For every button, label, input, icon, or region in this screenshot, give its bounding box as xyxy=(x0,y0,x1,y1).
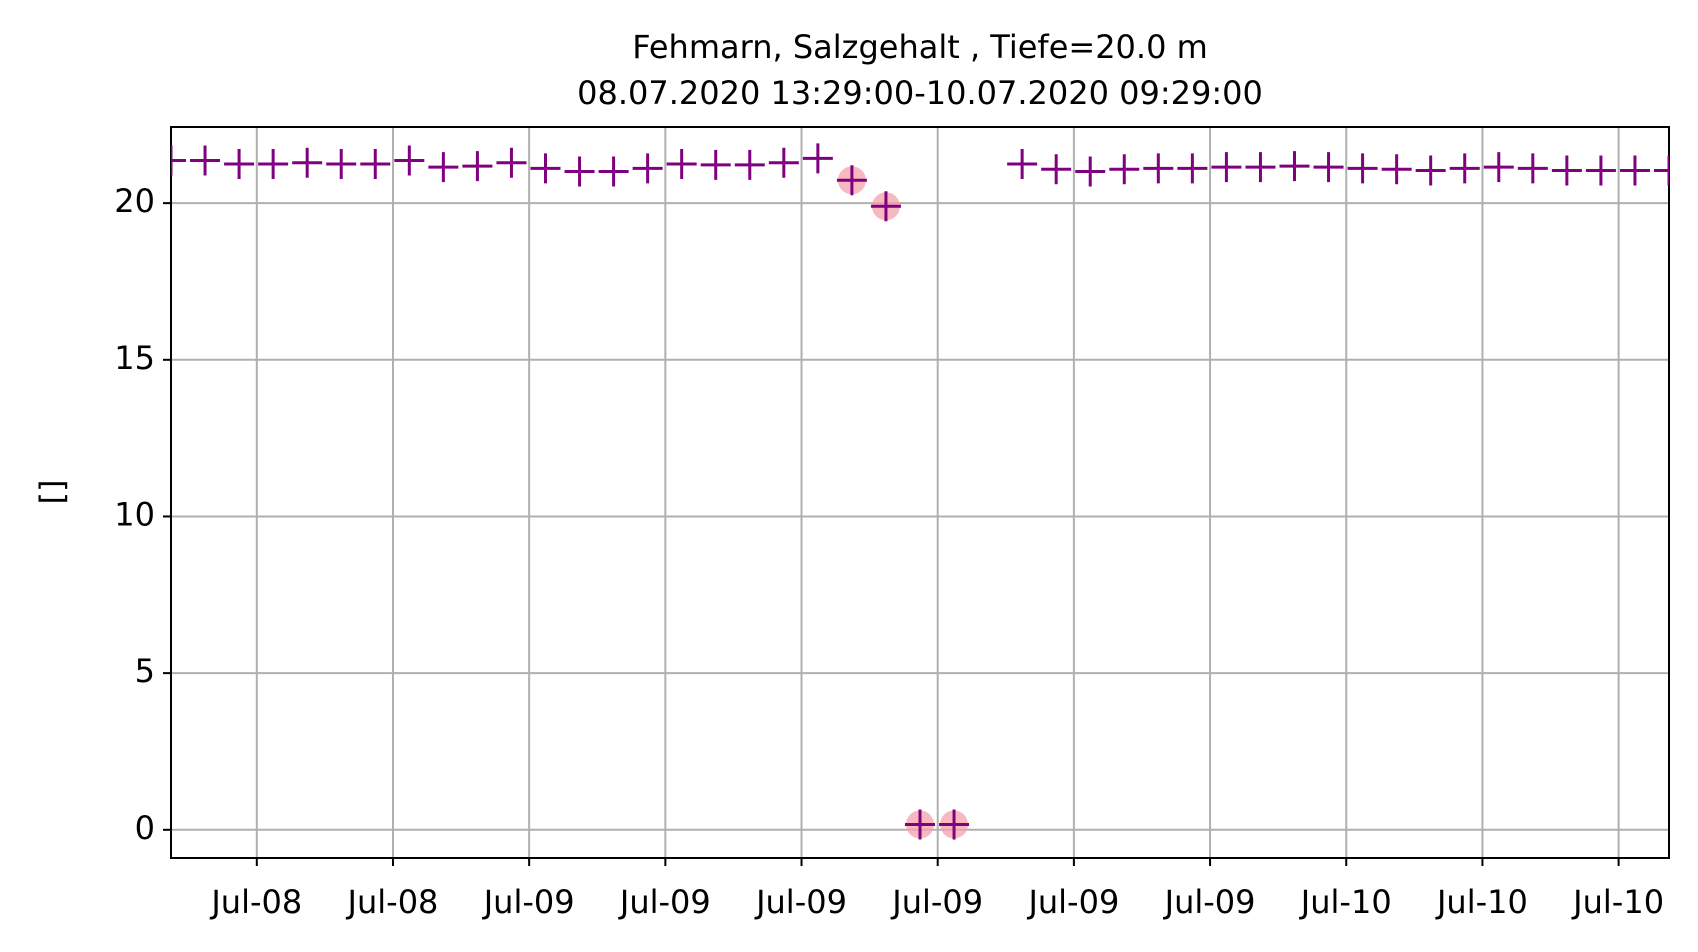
x-tick-label: Jul-09 xyxy=(618,883,711,921)
plus-marker xyxy=(1075,156,1106,187)
plus-marker xyxy=(1313,152,1344,183)
plus-marker xyxy=(1041,154,1072,185)
y-tick-label: 0 xyxy=(135,809,155,847)
plus-marker xyxy=(1654,155,1669,186)
y-tick-label: 5 xyxy=(135,652,155,690)
plus-marker xyxy=(1381,154,1412,185)
plus-marker xyxy=(1279,151,1310,182)
y-tick-label: 20 xyxy=(114,182,155,220)
plus-marker xyxy=(1245,152,1276,183)
plus-marker xyxy=(530,153,561,184)
x-tick-label: Jul-09 xyxy=(482,883,575,921)
plus-marker xyxy=(1007,148,1038,179)
y-tick-label: 10 xyxy=(114,495,155,533)
plus-marker xyxy=(768,147,799,178)
plus-marker xyxy=(496,147,527,178)
x-tick-label: Jul-09 xyxy=(1163,883,1256,921)
x-tick-label: Jul-10 xyxy=(1299,883,1392,921)
x-tick-label: Jul-10 xyxy=(1435,883,1528,921)
x-tick-label: Jul-09 xyxy=(754,883,847,921)
plus-marker xyxy=(564,156,595,187)
plus-marker xyxy=(598,156,629,187)
plus-marker xyxy=(1619,155,1650,186)
plus-marker xyxy=(326,148,357,179)
plus-marker xyxy=(939,809,970,840)
plus-marker xyxy=(1177,153,1208,184)
plus-marker xyxy=(292,147,323,178)
plot-frame xyxy=(170,126,1670,859)
y-tick-label: 15 xyxy=(114,339,155,377)
plus-marker xyxy=(1551,155,1582,186)
plus-marker xyxy=(836,165,867,196)
plus-marker xyxy=(666,148,697,179)
plus-marker xyxy=(632,153,663,184)
plus-marker xyxy=(1483,152,1514,183)
x-tick-label: Jul-09 xyxy=(890,883,983,921)
plus-marker xyxy=(870,191,901,222)
plus-marker xyxy=(462,151,493,182)
plus-marker xyxy=(700,149,731,180)
plus-marker xyxy=(394,145,425,176)
plus-marker xyxy=(1109,154,1140,185)
x-tick-label: Jul-09 xyxy=(1026,883,1119,921)
plus-marker xyxy=(171,145,186,176)
plus-marker xyxy=(734,149,765,180)
plus-marker xyxy=(428,152,459,183)
plus-marker xyxy=(224,148,255,179)
x-tick-label: Jul-10 xyxy=(1571,883,1664,921)
x-tick-label: Jul-08 xyxy=(209,883,302,921)
plus-marker xyxy=(258,148,289,179)
plus-marker xyxy=(905,809,935,840)
plus-marker xyxy=(1517,153,1548,184)
y-axis-label: [] xyxy=(33,480,71,505)
chart-title: Fehmarn, Salzgehalt , Tiefe=20.0 m xyxy=(632,28,1208,66)
plus-marker xyxy=(190,145,221,176)
chart-subtitle: 08.07.2020 13:29:00-10.07.2020 09:29:00 xyxy=(577,74,1263,112)
plus-marker xyxy=(1347,153,1378,184)
x-tick-label: Jul-08 xyxy=(346,883,439,921)
plus-marker xyxy=(1415,155,1446,186)
plus-marker xyxy=(1585,155,1616,186)
plus-marker xyxy=(1449,153,1480,184)
plus-marker xyxy=(1211,152,1242,183)
plus-marker xyxy=(1143,153,1174,184)
plus-marker xyxy=(360,148,391,179)
plus-marker xyxy=(802,143,833,174)
